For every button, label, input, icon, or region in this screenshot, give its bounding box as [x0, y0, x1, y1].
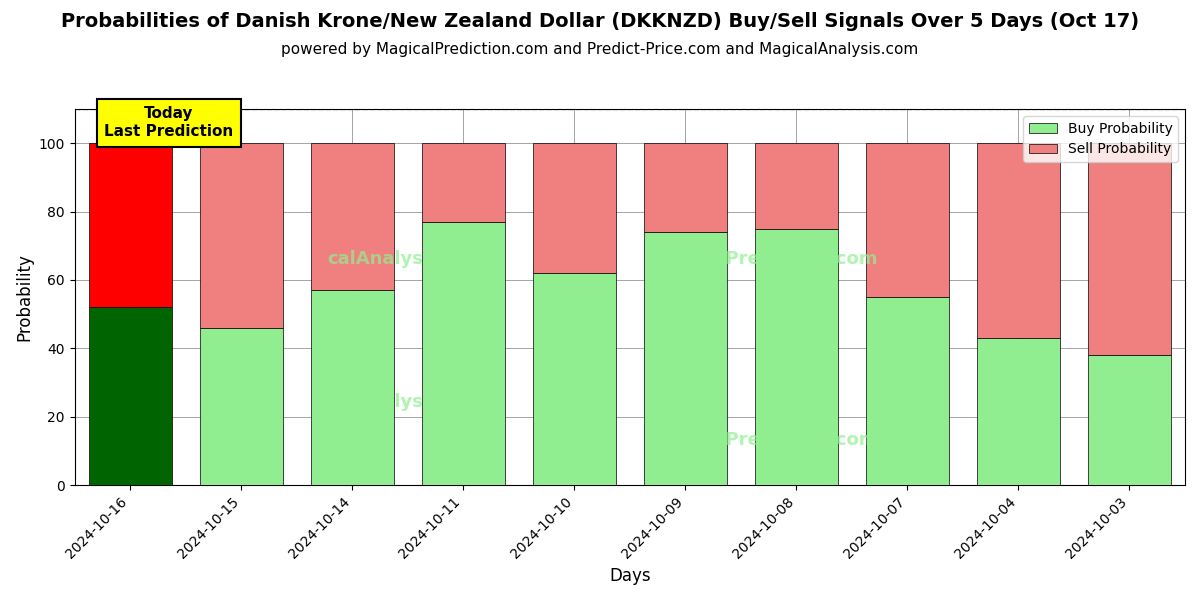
Bar	[199, 143, 283, 328]
Bar	[311, 290, 394, 485]
Bar	[199, 328, 283, 485]
Text: calAnalysis.com: calAnalysis.com	[328, 250, 488, 268]
Bar	[533, 143, 616, 273]
Text: MagicalPrediction.com: MagicalPrediction.com	[648, 431, 878, 449]
Legend: Buy Probability, Sell Probability: Buy Probability, Sell Probability	[1024, 116, 1178, 162]
Bar	[311, 143, 394, 290]
Text: powered by MagicalPrediction.com and Predict-Price.com and MagicalAnalysis.com: powered by MagicalPrediction.com and Pre…	[281, 42, 919, 57]
Bar	[977, 143, 1060, 338]
Bar	[1088, 143, 1171, 355]
Text: MagicalPrediction.com: MagicalPrediction.com	[648, 250, 878, 268]
Bar	[643, 143, 727, 232]
X-axis label: Days: Days	[610, 567, 650, 585]
Bar	[89, 307, 172, 485]
Bar	[1088, 355, 1171, 485]
Text: calAnalysis.com: calAnalysis.com	[328, 394, 488, 412]
Text: Today
Last Prediction: Today Last Prediction	[104, 106, 234, 139]
Y-axis label: Probability: Probability	[16, 253, 34, 341]
Bar	[533, 273, 616, 485]
Text: Probabilities of Danish Krone/New Zealand Dollar (DKKNZD) Buy/Sell Signals Over : Probabilities of Danish Krone/New Zealan…	[61, 12, 1139, 31]
Bar	[755, 143, 838, 229]
Bar	[643, 232, 727, 485]
Bar	[89, 143, 172, 307]
Bar	[421, 222, 505, 485]
Bar	[865, 143, 949, 297]
Bar	[755, 229, 838, 485]
Bar	[865, 297, 949, 485]
Bar	[421, 143, 505, 222]
Bar	[977, 338, 1060, 485]
